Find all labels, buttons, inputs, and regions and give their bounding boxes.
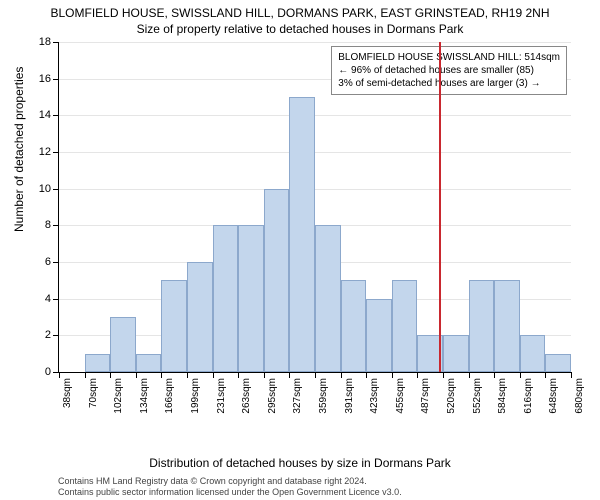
legend-line: ← 96% of detached houses are smaller (85…	[338, 64, 560, 77]
bar	[469, 280, 495, 372]
bar	[161, 280, 187, 372]
y-tick-label: 16	[39, 73, 59, 85]
x-tick-label: 423sqm	[369, 378, 380, 414]
x-tick-label: 648sqm	[548, 378, 559, 414]
x-tick-label: 70sqm	[88, 378, 99, 408]
grid-line	[59, 152, 571, 153]
x-axis-title: Distribution of detached houses by size …	[0, 456, 600, 470]
grid-line	[59, 42, 571, 43]
y-tick-label: 2	[45, 329, 59, 341]
bar	[545, 354, 571, 372]
grid-line	[59, 189, 571, 190]
bar	[238, 225, 264, 372]
chart-container: BLOMFIELD HOUSE, SWISSLAND HILL, DORMANS…	[0, 0, 600, 500]
bar	[264, 189, 290, 372]
bar	[85, 354, 111, 372]
x-tick	[520, 372, 521, 378]
x-tick-label: 231sqm	[216, 378, 227, 414]
x-tick-label: 616sqm	[523, 378, 534, 414]
x-tick	[264, 372, 265, 378]
x-tick-label: 295sqm	[267, 378, 278, 414]
legend-line: BLOMFIELD HOUSE SWISSLAND HILL: 514sqm	[338, 51, 560, 64]
x-tick-label: 520sqm	[446, 378, 457, 414]
x-tick	[571, 372, 572, 378]
x-tick	[85, 372, 86, 378]
footer-line: Contains HM Land Registry data © Crown c…	[58, 476, 367, 486]
x-tick	[289, 372, 290, 378]
x-tick-label: 102sqm	[113, 378, 124, 414]
x-tick-label: 359sqm	[318, 378, 329, 414]
bar	[136, 354, 162, 372]
footer-line: Contains public sector information licen…	[58, 487, 402, 497]
x-tick	[366, 372, 367, 378]
bar	[315, 225, 341, 372]
x-tick	[187, 372, 188, 378]
bar	[392, 280, 418, 372]
x-tick-label: 584sqm	[497, 378, 508, 414]
legend-line: 3% of semi-detached houses are larger (3…	[338, 77, 560, 90]
x-tick	[110, 372, 111, 378]
x-tick-label: 263sqm	[241, 378, 252, 414]
bar	[520, 335, 546, 372]
grid-line	[59, 115, 571, 116]
x-tick-label: 134sqm	[139, 378, 150, 414]
bar	[213, 225, 239, 372]
x-tick	[494, 372, 495, 378]
marker-line	[439, 42, 441, 372]
y-tick-label: 18	[39, 36, 59, 48]
y-tick-label: 8	[45, 219, 59, 231]
chart-title: BLOMFIELD HOUSE, SWISSLAND HILL, DORMANS…	[0, 6, 600, 20]
x-tick	[59, 372, 60, 378]
x-tick-label: 327sqm	[292, 378, 303, 414]
bar	[494, 280, 520, 372]
x-tick	[341, 372, 342, 378]
x-tick	[417, 372, 418, 378]
x-tick-label: 552sqm	[472, 378, 483, 414]
x-tick	[469, 372, 470, 378]
x-tick	[136, 372, 137, 378]
bar	[110, 317, 136, 372]
y-tick-label: 14	[39, 109, 59, 121]
x-tick-label: 455sqm	[395, 378, 406, 414]
chart-subtitle: Size of property relative to detached ho…	[0, 22, 600, 36]
y-tick-label: 6	[45, 256, 59, 268]
x-tick	[213, 372, 214, 378]
bar	[289, 97, 315, 372]
x-tick-label: 487sqm	[420, 378, 431, 414]
x-tick-label: 391sqm	[344, 378, 355, 414]
y-tick-label: 10	[39, 183, 59, 195]
x-tick-label: 38sqm	[62, 378, 73, 408]
y-axis-title: Number of detached properties	[12, 67, 26, 232]
legend-box: BLOMFIELD HOUSE SWISSLAND HILL: 514sqm ←…	[331, 46, 567, 95]
bar	[187, 262, 213, 372]
bar	[443, 335, 469, 372]
x-tick-label: 199sqm	[190, 378, 201, 414]
x-tick	[392, 372, 393, 378]
x-tick-label: 680sqm	[574, 378, 585, 414]
x-tick	[315, 372, 316, 378]
y-tick-label: 4	[45, 293, 59, 305]
x-tick-label: 166sqm	[164, 378, 175, 414]
plot-area: BLOMFIELD HOUSE SWISSLAND HILL: 514sqm ←…	[58, 42, 571, 373]
bar	[366, 299, 392, 372]
y-tick-label: 12	[39, 146, 59, 158]
x-tick	[545, 372, 546, 378]
x-tick	[443, 372, 444, 378]
x-tick	[238, 372, 239, 378]
y-tick-label: 0	[45, 366, 59, 378]
x-tick	[161, 372, 162, 378]
bar	[341, 280, 367, 372]
